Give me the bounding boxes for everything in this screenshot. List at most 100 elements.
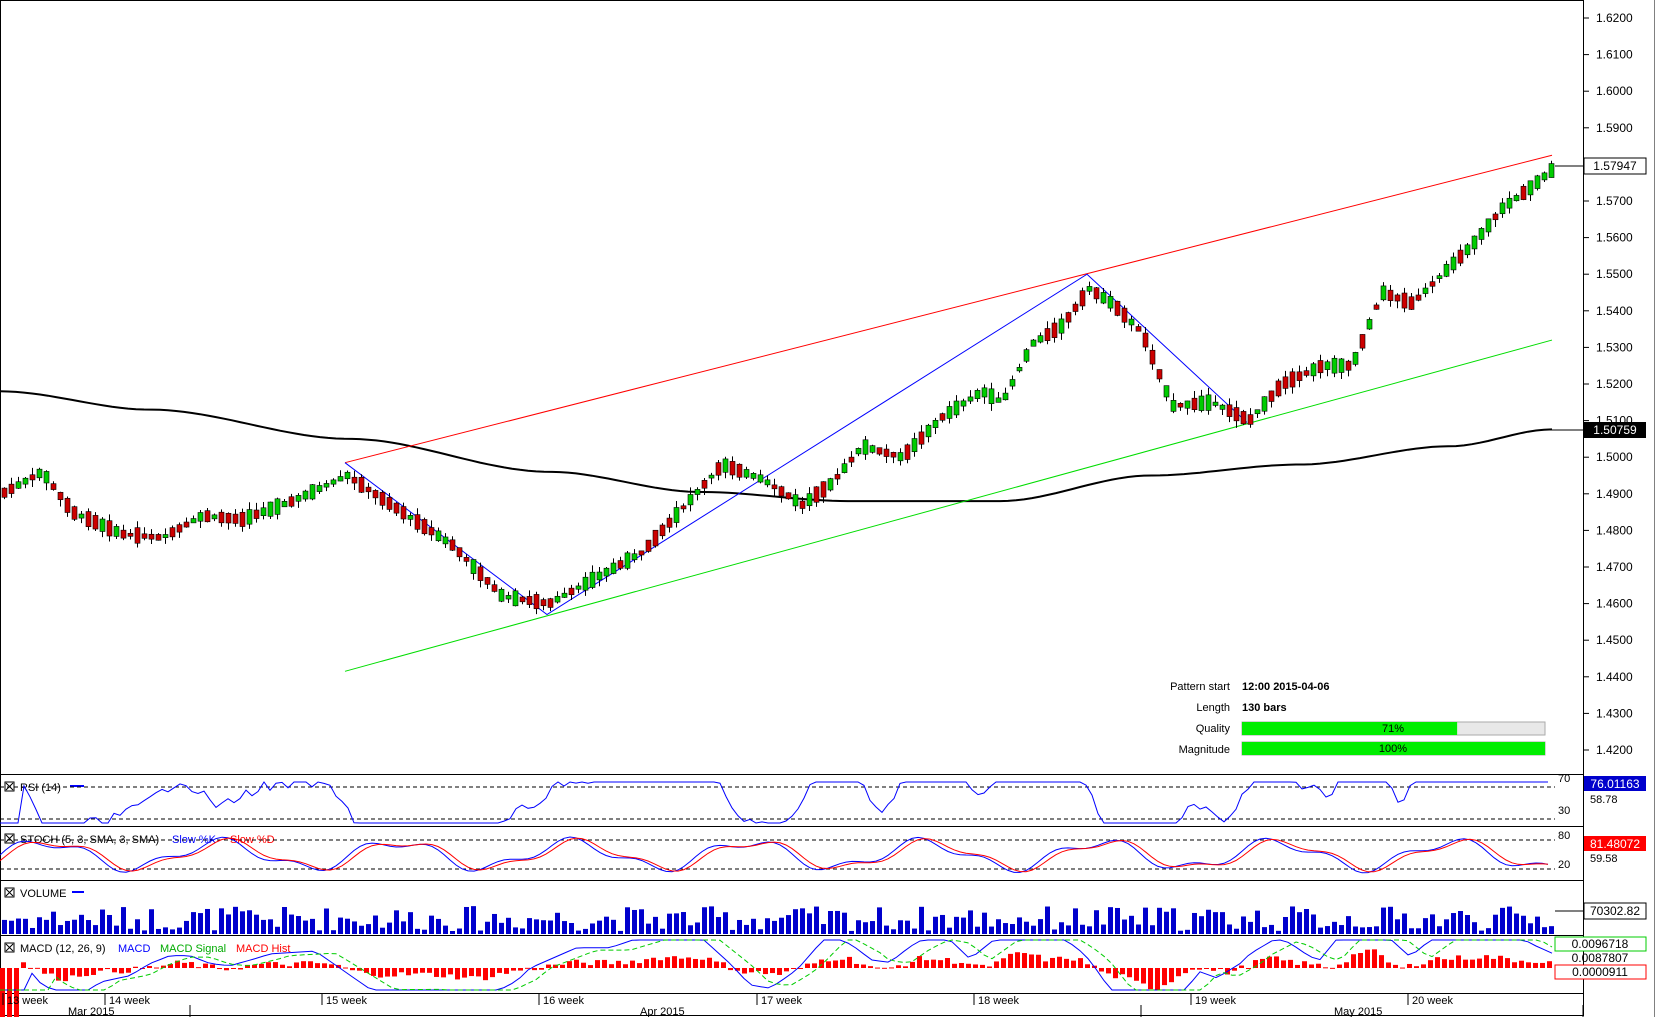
macd-hist-bar [175, 960, 180, 968]
macd-hist-bar [763, 968, 768, 975]
volume-bar [1283, 916, 1288, 934]
candle [554, 595, 561, 603]
candle [638, 550, 645, 556]
volume-bar [779, 917, 784, 934]
candle [834, 474, 841, 480]
candle [267, 501, 274, 517]
candle [414, 514, 421, 530]
macd-hist-bar [1120, 968, 1125, 975]
candle [323, 483, 330, 488]
candle [1401, 292, 1408, 309]
macd-hist-bar [287, 966, 292, 968]
volume-bar [247, 910, 252, 934]
macd-hist-bar [1162, 968, 1167, 986]
ma-price-marker: 1.50759 [1548, 422, 1646, 438]
macd-hist-bar [1127, 968, 1132, 978]
month-label: Apr 2015 [640, 1006, 685, 1017]
macd-hist-bar [1547, 961, 1552, 968]
volume-bar [968, 910, 973, 934]
quality-label: Quality [1196, 723, 1231, 735]
candle [1170, 400, 1177, 412]
volume-bar [695, 922, 700, 934]
candle [330, 479, 337, 485]
volume-bar [1206, 909, 1211, 934]
volume-bar [422, 929, 427, 934]
macd-hist-bar [1050, 957, 1055, 968]
volume-bar [1122, 919, 1127, 934]
macd-hist-bar [1281, 960, 1286, 968]
volume-bar [471, 906, 476, 934]
candle [1513, 195, 1520, 202]
macd-hist-bar [399, 968, 404, 973]
candle [1009, 379, 1016, 387]
price-tick-label: 1.5700 [1596, 194, 1633, 208]
macd-hist-bar [469, 968, 474, 977]
macd-hist-bar [875, 967, 880, 969]
candle [379, 491, 386, 506]
time-axis: 13 week 14 week 15 week 16 week 17 week 18 we… [2, 993, 1584, 1017]
candle [274, 498, 281, 515]
candle [1093, 287, 1100, 300]
volume-bar [989, 926, 994, 934]
candle [1156, 369, 1163, 380]
candle [225, 512, 232, 524]
volume-bar [597, 920, 602, 934]
volume-bar [450, 930, 455, 934]
macd-hist-bar [1057, 956, 1062, 968]
candle [673, 507, 680, 523]
macd-hist-bar [1435, 957, 1440, 968]
macd-hist-bar [889, 967, 894, 969]
macd-hist-bar [854, 963, 859, 968]
volume-bar [380, 927, 385, 934]
candle [316, 485, 323, 492]
macd-hist-value: 0.0000911 [1572, 965, 1628, 979]
candle [218, 511, 225, 524]
macd-hist-bar [630, 960, 635, 968]
macd-hist-bar [644, 959, 649, 968]
length-value: 130 bars [1242, 702, 1287, 714]
candle [1261, 396, 1268, 412]
candle [113, 526, 120, 537]
macd-hist-bar [105, 968, 110, 970]
candle [1450, 256, 1457, 271]
candle [183, 521, 190, 528]
candle [1464, 244, 1471, 256]
candle [1065, 312, 1072, 323]
candle [1373, 304, 1380, 310]
candle [1142, 332, 1149, 348]
macd-hist-bar [154, 967, 159, 969]
volume-bar [485, 921, 490, 934]
macd-hist-bar [1190, 968, 1195, 970]
volume-bar [317, 930, 322, 934]
candle [778, 486, 785, 497]
volume-bar [135, 919, 140, 934]
candle [624, 552, 631, 569]
volume-bar [9, 920, 14, 934]
candle [435, 530, 442, 542]
volume-bar [520, 928, 525, 934]
macd-hist-bar [224, 968, 229, 971]
volume-bar [1276, 930, 1281, 934]
candle [1240, 411, 1247, 425]
volume-bar [772, 920, 777, 934]
price-tick-label: 1.5200 [1596, 377, 1633, 391]
candle [827, 478, 834, 491]
candle [519, 596, 526, 603]
candle [1107, 296, 1114, 309]
candle [953, 400, 960, 416]
volume-bar [149, 909, 154, 934]
volume-bar [191, 912, 196, 934]
rsi-line [0, 781, 1548, 824]
candle [1359, 334, 1366, 349]
volume-bar [226, 914, 231, 934]
candle [1380, 285, 1387, 301]
candle [309, 484, 316, 500]
volume-bar [912, 928, 917, 934]
candle [1219, 404, 1226, 410]
macd-hist-bar [483, 968, 488, 981]
rsi-value: 76.01163 [1590, 777, 1639, 791]
macd-hist-bar [490, 968, 495, 978]
macd-hist-bar [1113, 968, 1118, 979]
candle [99, 518, 106, 532]
candle [1191, 397, 1198, 410]
